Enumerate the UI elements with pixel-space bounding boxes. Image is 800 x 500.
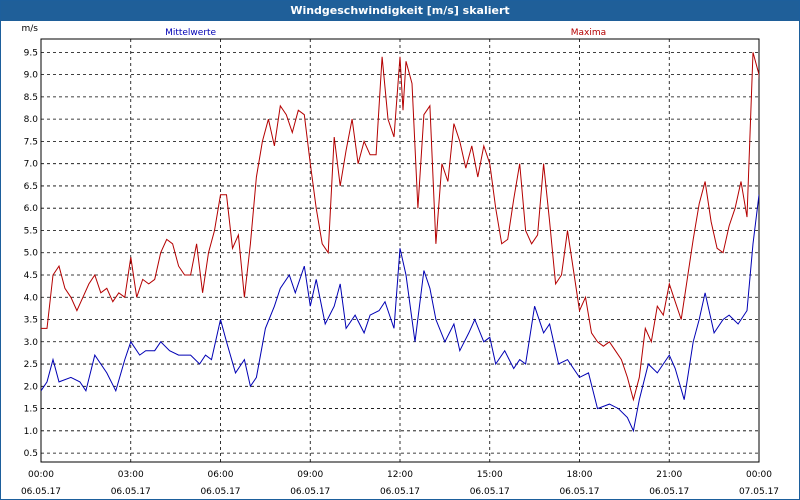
series-line-mittelwerte: [41, 194, 759, 433]
y-tick-label: 6.0: [24, 204, 39, 214]
y-tick-label: 1.0: [24, 427, 39, 437]
x-tick-date: 06.05.17: [649, 487, 689, 497]
y-tick-label: 8.0: [24, 115, 39, 125]
y-tick-label: 3.5: [24, 316, 38, 326]
y-axis-label: m/s: [22, 24, 39, 34]
y-tick-label: 7.5: [24, 137, 38, 147]
legend-mittelwerte: Mittelwerte: [165, 28, 216, 38]
y-tick-label: 4.0: [24, 293, 39, 303]
x-tick-time: 18:00: [567, 470, 593, 480]
y-tick-label: 4.5: [24, 271, 38, 281]
x-tick-time: 00:00: [746, 470, 772, 480]
series-line-maxima: [41, 52, 759, 402]
x-tick-date: 06.05.17: [380, 487, 420, 497]
x-tick-time: 06:00: [208, 470, 234, 480]
y-tick-label: 5.5: [24, 226, 38, 236]
x-tick-date: 06.05.17: [111, 487, 151, 497]
x-tick-date: 06.05.17: [470, 487, 510, 497]
x-tick-date: 07.05.17: [739, 487, 779, 497]
legend-maxima: Maxima: [571, 28, 606, 38]
y-tick-label: 2.0: [24, 382, 39, 392]
y-tick-label: 3.0: [24, 338, 39, 348]
x-tick-date: 06.05.17: [21, 487, 61, 497]
y-tick-label: 9.0: [24, 71, 39, 81]
y-tick-label: 8.5: [24, 93, 38, 103]
x-tick-date: 06.05.17: [290, 487, 330, 497]
x-tick-time: 15:00: [477, 470, 503, 480]
x-tick-time: 21:00: [656, 470, 682, 480]
y-tick-label: 0.5: [24, 449, 38, 459]
x-tick-time: 03:00: [118, 470, 144, 480]
x-tick-time: 09:00: [297, 470, 323, 480]
window-title: Windgeschwindigkeit [m/s] skaliert: [290, 4, 510, 17]
x-tick-date: 06.05.17: [200, 487, 240, 497]
x-tick-time: 00:00: [28, 470, 54, 480]
y-tick-label: 2.5: [24, 360, 38, 370]
x-tick-time: 12:00: [387, 470, 413, 480]
y-tick-label: 6.5: [24, 182, 38, 192]
y-tick-label: 5.0: [24, 249, 39, 259]
y-tick-label: 1.5: [24, 405, 38, 415]
x-tick-date: 06.05.17: [559, 487, 599, 497]
y-tick-label: 9.5: [24, 48, 38, 58]
y-tick-label: 7.0: [24, 160, 39, 170]
title-bar: Windgeschwindigkeit [m/s] skaliert: [1, 1, 799, 21]
